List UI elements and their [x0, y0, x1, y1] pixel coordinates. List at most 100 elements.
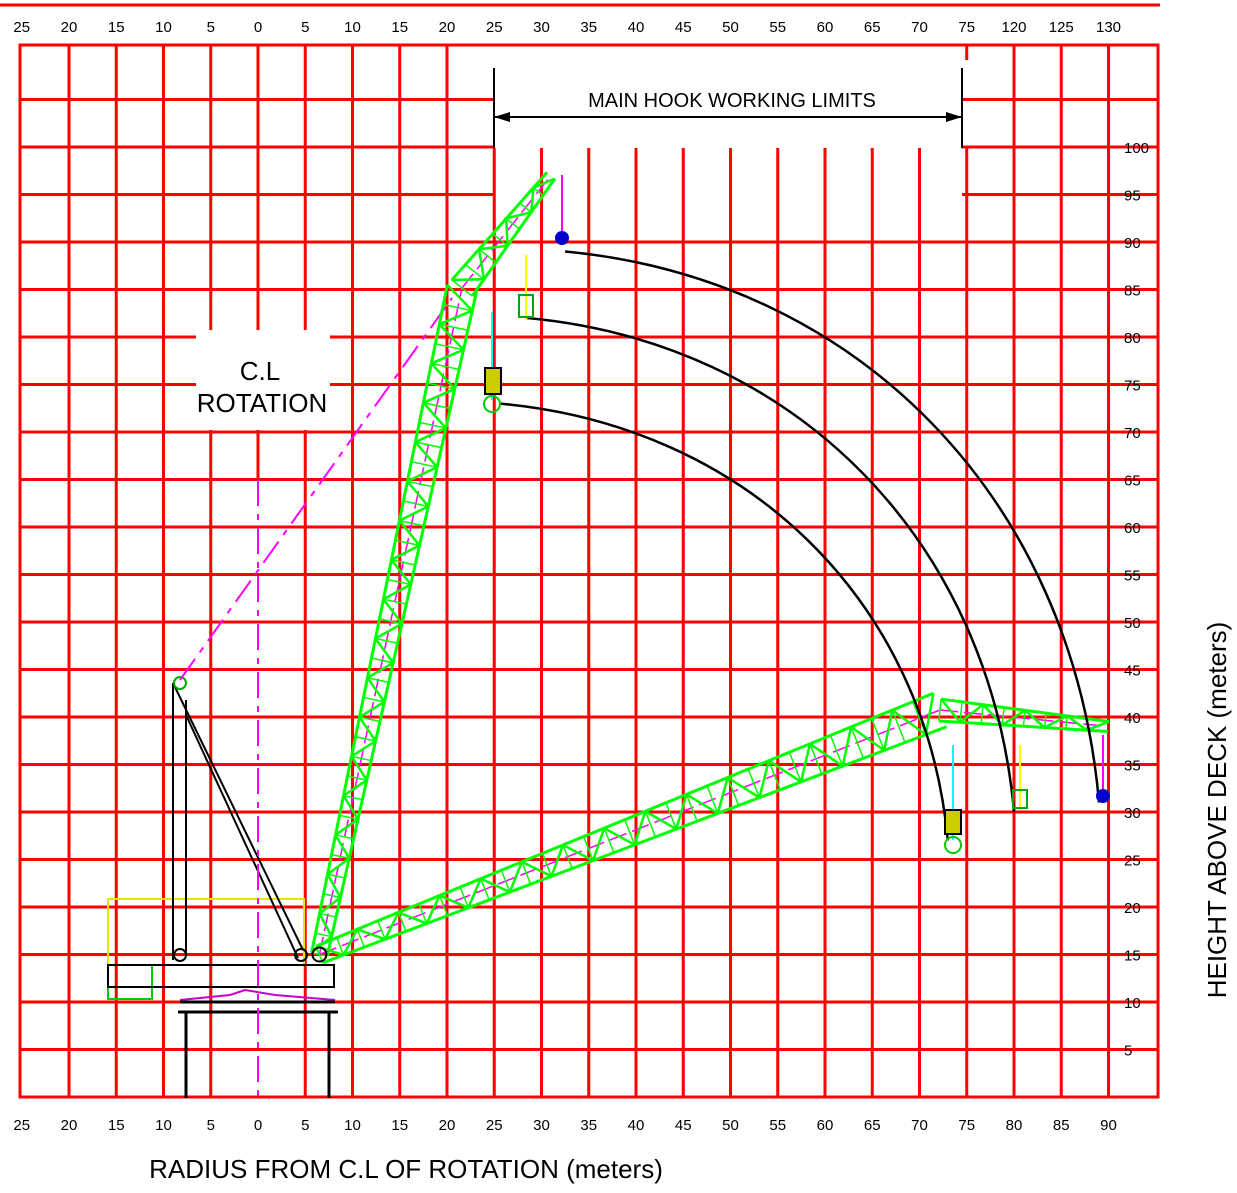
- hook-path-arc: [527, 316, 1016, 813]
- boom-lacing: [422, 387, 456, 404]
- x-tick-label: 25: [486, 1117, 503, 1134]
- boom-lacing: [326, 857, 350, 876]
- y-tick-label: 5: [1124, 1043, 1132, 1060]
- boom-lacing: [350, 739, 377, 758]
- boom-lacing: [508, 861, 524, 893]
- boom-lacing: [591, 827, 606, 861]
- boom-lacing: [891, 709, 906, 743]
- boom-lacing: [383, 598, 407, 605]
- boom-chord: [470, 177, 557, 297]
- boom-lacing: [1022, 710, 1026, 727]
- x-top-tick-label: 40: [628, 19, 645, 36]
- y-tick-label: 70: [1124, 425, 1141, 442]
- boom-lacing: [439, 894, 469, 909]
- boom-lacing: [334, 834, 351, 860]
- boom-lacing: [478, 248, 497, 264]
- centerline-label-line2: ROTATION: [197, 388, 327, 418]
- boom-lacing: [633, 810, 647, 846]
- boom-lacing: [367, 677, 389, 684]
- working-limits-label: MAIN HOOK WORKING LIMITS: [588, 90, 876, 112]
- boom-lacing: [359, 716, 381, 723]
- boom-lacing: [521, 861, 532, 885]
- boom-lacing: [425, 895, 441, 925]
- crane-base: [107, 898, 335, 1000]
- boom-lacing: [439, 323, 469, 331]
- a-frame: [172, 676, 308, 962]
- y-tick-label: 20: [1124, 900, 1141, 917]
- boom-lacing: [685, 793, 719, 815]
- x-tick-label: 30: [533, 1117, 550, 1134]
- boom-lacing: [829, 735, 844, 767]
- boom-lacing: [504, 218, 509, 246]
- boom-lacing: [406, 466, 438, 483]
- boom-lacing: [980, 704, 984, 724]
- boom-lacing: [347, 775, 367, 781]
- boom-lacing: [451, 279, 473, 297]
- boom-lacing: [358, 700, 386, 719]
- boom-lacing: [366, 661, 394, 679]
- x-tick-label: 15: [391, 1117, 408, 1134]
- y-tick-label: 60: [1124, 520, 1141, 537]
- boom-lacing: [390, 559, 412, 586]
- boom-lacing: [334, 818, 359, 836]
- boom-lowered: [311, 691, 1110, 965]
- boom-lacing: [339, 814, 359, 820]
- crane: [107, 171, 1110, 1098]
- boom-lacing: [315, 932, 332, 938]
- x-top-tick-label: 60: [817, 19, 834, 36]
- boom-lacing: [532, 177, 556, 189]
- boom-lacing: [318, 896, 342, 915]
- boom-lacing: [478, 244, 508, 251]
- boom-lacing: [532, 187, 544, 196]
- y-tick-label: 40: [1124, 710, 1141, 727]
- boom-lacing: [397, 912, 407, 932]
- y-tick-label: 100: [1124, 140, 1149, 157]
- y-tick-label: 85: [1124, 283, 1141, 300]
- boom-lacing: [603, 827, 636, 846]
- boom-lacing: [726, 776, 761, 799]
- centerline-label-line1: C.L: [240, 356, 280, 386]
- y-tick-label: 45: [1124, 663, 1141, 680]
- y-tick-label: 95: [1124, 188, 1141, 205]
- boom-lacing: [550, 844, 565, 877]
- boom-lacing: [706, 785, 719, 814]
- boom-lacing: [665, 802, 677, 830]
- x-top-tick-label: 20: [61, 19, 78, 36]
- boom-lacing: [519, 202, 532, 213]
- boom-lacing: [521, 860, 553, 878]
- boom-lacing: [959, 701, 963, 723]
- boom-chord: [450, 171, 549, 281]
- grid: [0, 3, 1160, 1099]
- x-tick-label: 85: [1053, 1117, 1070, 1134]
- working-limits-dimension: MAIN HOOK WORKING LIMITS: [493, 68, 963, 148]
- boom-lacing: [1044, 714, 1068, 729]
- x-tick-label: 0: [254, 1117, 262, 1134]
- x-top-tick-label: 15: [391, 19, 408, 36]
- boom-lacing: [422, 401, 447, 429]
- hook-block-icon: [944, 809, 962, 835]
- boom-lacing: [940, 698, 962, 724]
- hook-block-icon: [484, 367, 502, 395]
- crane-deck: [107, 964, 335, 988]
- x-top-tick-label: 55: [769, 19, 786, 36]
- boom-lacing: [882, 709, 894, 751]
- boom-lacing: [318, 912, 333, 938]
- boom-lacing: [397, 911, 428, 925]
- hook-icon: [555, 231, 569, 245]
- x-tick-label: 65: [864, 1117, 881, 1134]
- boom-lacing: [415, 441, 442, 449]
- boom-lacing: [747, 768, 761, 798]
- boom-lacing: [342, 928, 359, 956]
- boom-lacing: [403, 500, 429, 508]
- boom-lacing: [938, 698, 942, 722]
- boom-lacing: [375, 637, 398, 644]
- boom-lacing: [480, 878, 490, 901]
- x-top-tick-label: 130: [1096, 19, 1121, 36]
- boom-lacing: [351, 755, 372, 762]
- boom-lacing: [768, 759, 802, 783]
- boom-lacing: [959, 703, 984, 724]
- x-tick-label: 70: [911, 1117, 928, 1134]
- x-tick-label: 90: [1100, 1117, 1117, 1134]
- hook-path-arc: [498, 402, 950, 841]
- y-tick-label: 90: [1124, 235, 1141, 252]
